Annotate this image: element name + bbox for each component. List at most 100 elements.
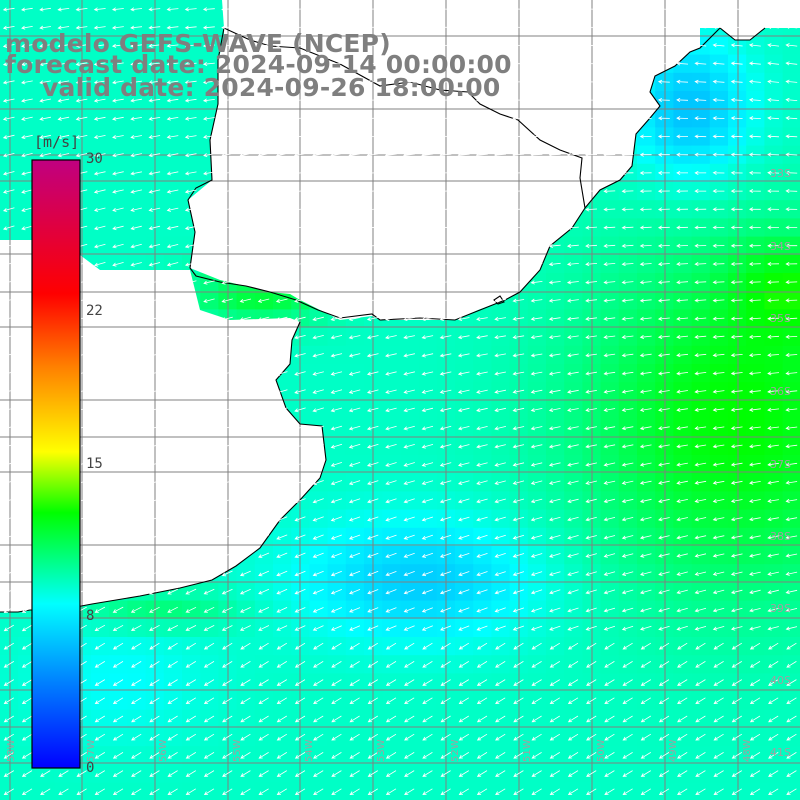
wind-arrow: [21, 788, 33, 796]
wind-arrow: [567, 389, 579, 394]
field-cell: [709, 746, 729, 765]
wind-arrow: [185, 661, 197, 668]
wind-arrow: [621, 98, 634, 103]
wind-arrow: [512, 262, 525, 267]
wind-arrow: [676, 371, 689, 376]
wind-arrow: [166, 98, 179, 103]
wind-arrow: [785, 298, 798, 303]
wind-arrow: [166, 334, 179, 340]
wind-arrow: [93, 225, 106, 231]
wind-arrow: [585, 116, 597, 121]
wind-arrow: [366, 25, 379, 30]
wind-arrow: [676, 353, 689, 358]
wind-arrow: [421, 353, 434, 358]
wind-arrow: [203, 334, 215, 340]
wind-arrow: [676, 535, 688, 540]
wind-arrow: [3, 280, 15, 285]
field-cell: [182, 655, 201, 674]
wind-arrow: [730, 353, 743, 358]
field-cell: [491, 637, 511, 656]
wind-arrow: [366, 207, 379, 212]
wind-arrow: [567, 625, 579, 631]
wind-arrow: [257, 389, 270, 394]
wind-arrow: [57, 7, 70, 12]
wind-arrow: [439, 552, 452, 558]
wind-arrow: [366, 152, 379, 157]
wind-arrow: [403, 571, 415, 577]
wind-arrow: [131, 752, 142, 759]
wind-arrow: [512, 79, 525, 84]
wind-arrow: [785, 535, 798, 540]
wind-arrow: [440, 679, 451, 686]
field-cell: [637, 728, 656, 747]
wind-arrow: [21, 661, 33, 668]
wind-arrow: [585, 498, 597, 504]
wind-arrow: [495, 642, 506, 650]
wind-arrow: [312, 280, 324, 285]
wind-arrow: [257, 7, 270, 12]
wind-arrow: [57, 43, 70, 48]
field-cell: [0, 691, 19, 711]
wind-arrow: [312, 552, 324, 558]
wind-arrow: [767, 189, 780, 194]
wind-arrow: [93, 98, 106, 103]
wind-arrow: [276, 788, 288, 796]
field-cell: [91, 764, 110, 784]
wind-arrow: [203, 371, 215, 376]
wind-arrow: [331, 752, 342, 759]
wind-arrow: [221, 189, 233, 194]
lon-label: 49W: [668, 739, 679, 762]
field-cell: [691, 637, 711, 656]
field-cell: [236, 746, 256, 765]
wind-arrow: [112, 389, 124, 395]
wind-arrow: [621, 353, 634, 358]
wind-arrow: [457, 152, 470, 157]
wind-arrow: [385, 642, 397, 650]
wind-arrow: [494, 43, 507, 48]
wind-arrow: [257, 225, 270, 230]
wind-arrow: [148, 334, 161, 340]
wind-arrow: [604, 697, 615, 705]
field-cell: [418, 709, 438, 729]
field-cell: [746, 691, 765, 711]
wind-arrow: [184, 7, 197, 12]
wind-arrow: [330, 462, 343, 467]
wind-arrow: [603, 170, 616, 175]
wind-arrow: [712, 61, 725, 66]
wind-arrow: [112, 624, 124, 631]
wind-arrow: [639, 607, 652, 613]
wind-arrow: [221, 98, 234, 103]
field-cell: [455, 709, 474, 729]
wind-arrow: [221, 588, 233, 595]
wind-arrow: [549, 661, 561, 668]
wind-arrow: [185, 461, 197, 467]
wind-arrow: [312, 335, 324, 340]
wind-arrow: [57, 134, 70, 140]
wind-arrow: [185, 570, 197, 577]
field-cell: [637, 655, 656, 674]
wind-arrow: [495, 770, 506, 777]
wind-arrow: [657, 61, 670, 66]
wind-arrow: [294, 788, 306, 796]
field-cell: [491, 746, 511, 765]
wind-arrow: [712, 316, 725, 321]
wind-arrow: [603, 43, 616, 48]
wind-arrow: [530, 61, 543, 66]
wind-arrow: [586, 788, 597, 796]
wind-arrow: [421, 116, 434, 121]
wind-arrow: [476, 715, 488, 723]
wind-arrow: [603, 517, 616, 522]
wind-arrow: [112, 697, 124, 705]
wind-arrow: [785, 498, 798, 503]
wind-arrow: [403, 171, 416, 176]
wind-arrow: [439, 244, 452, 249]
wind-arrow: [457, 7, 470, 12]
wind-arrow: [749, 661, 761, 668]
wind-arrow: [203, 225, 215, 231]
wind-arrow: [367, 715, 379, 723]
wind-arrow: [3, 497, 15, 504]
wind-arrow: [657, 43, 670, 48]
wind-arrow: [422, 661, 433, 668]
wind-arrow: [639, 589, 652, 595]
wind-arrow: [494, 335, 506, 340]
